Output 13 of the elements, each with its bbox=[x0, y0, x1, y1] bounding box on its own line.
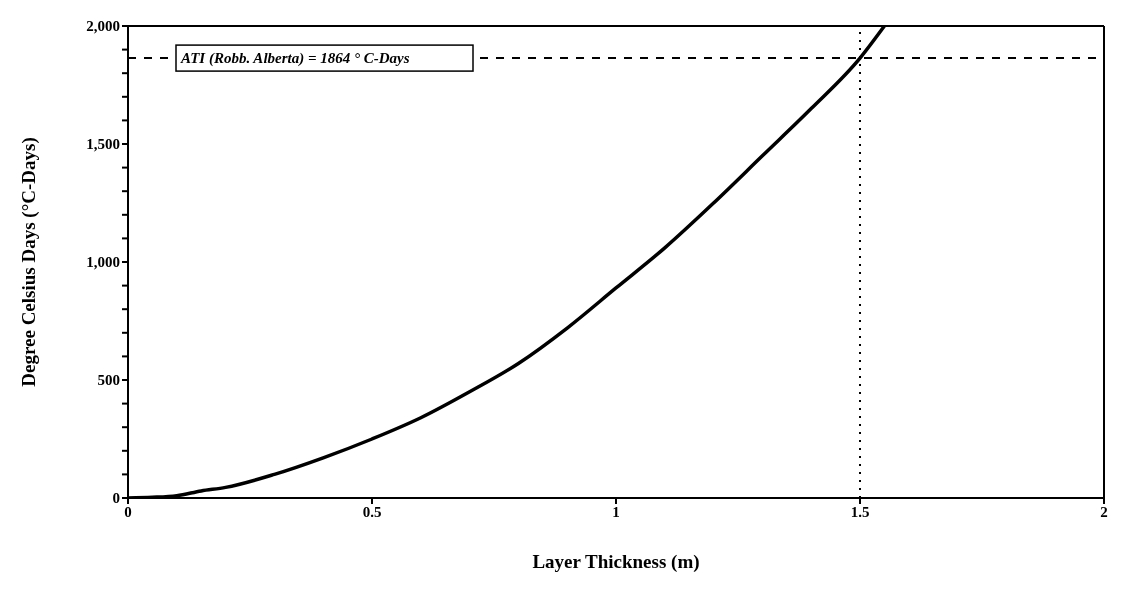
y-tick-label: 1,500 bbox=[86, 136, 120, 153]
x-tick-label: 1 bbox=[612, 503, 620, 520]
y-tick-label: 2,000 bbox=[86, 18, 120, 35]
y-tick-label: 1,000 bbox=[86, 254, 120, 271]
x-tick-label: 2 bbox=[1100, 503, 1108, 520]
y-tick-label: 0 bbox=[112, 490, 120, 507]
x-tick-label: 0.5 bbox=[362, 503, 382, 520]
y-axis-title: Degree Celsius Days (°C-Days) bbox=[17, 137, 40, 387]
y-tick-label: 500 bbox=[97, 372, 120, 389]
x-axis-title: Layer Thickness (m) bbox=[532, 551, 700, 573]
x-tick-label: 0 bbox=[124, 503, 132, 520]
x-tick-label: 1.5 bbox=[850, 503, 870, 520]
ref-line-label: ATI (Robb. Alberta) = 1864 ° C-Days bbox=[180, 50, 410, 68]
